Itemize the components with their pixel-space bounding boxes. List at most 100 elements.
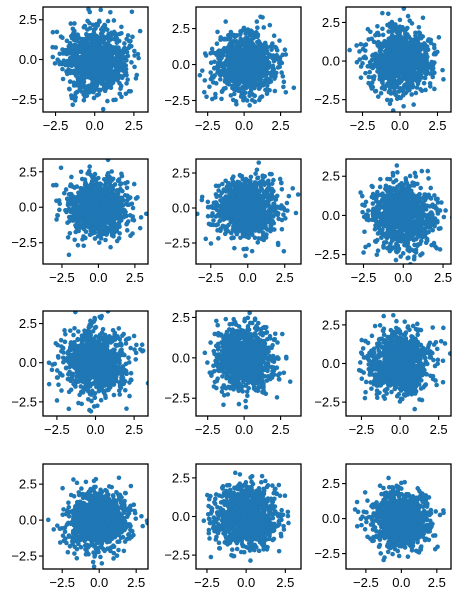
scatter-point: [92, 236, 98, 241]
scatter-point: [130, 217, 135, 223]
scatter-point: [77, 41, 83, 46]
scatter-point: [269, 171, 274, 177]
scatter-point: [65, 235, 71, 240]
y-tick-label: 2.5: [19, 164, 37, 179]
scatter-point: [252, 93, 257, 98]
scatter-point: [68, 209, 74, 215]
y-tick-label: −2.5: [11, 92, 37, 107]
x-tick-label: 2.5: [272, 118, 290, 133]
scatter-point: [69, 46, 74, 52]
scatter-point: [379, 70, 385, 76]
scatter-point: [366, 37, 372, 42]
axes-frame: [42, 158, 149, 265]
scatter-point: [85, 200, 91, 205]
y-tick-label: 0.0: [172, 57, 190, 72]
scatter-point: [246, 52, 251, 58]
subplot-r2-c1: −2.5 0.0 2.5−2.50.02.5: [11, 158, 149, 285]
scatter-point: [414, 85, 420, 90]
scatter-point: [370, 53, 375, 58]
scatter-point: [248, 174, 254, 180]
x-tick-label: 2.5: [126, 270, 144, 285]
scatter-point: [224, 188, 230, 194]
scatter-point: [112, 70, 117, 75]
scatter-point: [415, 38, 421, 44]
scatter-point: [91, 95, 97, 101]
scatter-point: [105, 18, 111, 24]
scatter-point: [395, 73, 401, 79]
scatter-point: [90, 78, 96, 84]
scatter-point: [109, 169, 114, 174]
scatter-point: [111, 217, 117, 223]
scatter-point: [231, 235, 236, 241]
scatter-point: [68, 182, 74, 187]
scatter-point: [408, 36, 413, 42]
subplot-r2-c2: −2.5 0.0 2.5−2.50.02.5: [164, 158, 302, 285]
subplot-r1-c1: −2.5 0.0 2.5−2.50.02.5: [11, 6, 149, 133]
scatter-point: [118, 181, 124, 186]
y-tick-label: 0.0: [19, 52, 37, 67]
scatter-point: [74, 52, 80, 58]
scatter-point: [388, 97, 394, 103]
scatter-point: [115, 178, 121, 184]
x-tick-label: −2.5: [195, 118, 221, 133]
scatter-point: [227, 37, 232, 42]
scatter-point: [230, 97, 236, 103]
scatter-point: [66, 214, 72, 220]
scatter-point: [279, 226, 285, 232]
scatter-point: [405, 13, 411, 19]
scatter-point: [233, 205, 238, 210]
scatter-point: [74, 38, 80, 44]
scatter-point: [252, 235, 258, 241]
scatter-point: [266, 198, 271, 204]
scatter-point: [265, 192, 271, 198]
scatter-point: [375, 30, 381, 36]
scatter-point: [196, 211, 200, 217]
scatter-point: [378, 48, 383, 53]
scatter-point: [119, 198, 125, 204]
scatter-point: [390, 108, 396, 112]
scatter-point: [386, 76, 392, 82]
scatter-point: [74, 184, 80, 189]
scatter-point: [84, 187, 90, 192]
scatter-point: [436, 35, 442, 40]
scatter-point: [275, 242, 281, 248]
scatter-point: [124, 228, 130, 233]
scatter-point: [400, 86, 406, 91]
scatter-point: [284, 200, 290, 206]
scatter-point: [95, 60, 100, 66]
scatter-point: [105, 159, 111, 163]
scatter-point: [365, 26, 371, 32]
scatter-point: [441, 77, 446, 82]
scatter-point: [78, 89, 84, 94]
scatter-point: [50, 44, 55, 50]
scatter-point: [86, 224, 92, 230]
scatter-point: [128, 88, 134, 94]
scatter-point: [120, 188, 125, 194]
scatter-point: [228, 29, 234, 35]
scatter-point: [60, 66, 65, 72]
scatter-point: [415, 81, 421, 86]
scatter-point: [249, 97, 255, 103]
scatter-point: [264, 58, 269, 63]
scatter-point: [50, 54, 56, 60]
scatter-point: [249, 74, 255, 80]
scatter-point: [250, 30, 255, 35]
scatter-point: [281, 84, 286, 90]
scatter-point: [430, 66, 436, 71]
scatter-point: [114, 201, 120, 206]
scatter-point: [84, 93, 90, 99]
scatter-point: [79, 176, 85, 182]
scatter-point: [242, 180, 247, 186]
scatter-point: [293, 210, 299, 216]
scatter-point: [277, 38, 282, 43]
scatter-point: [68, 202, 73, 207]
scatter-point: [50, 29, 56, 35]
scatter-point: [124, 185, 130, 191]
scatter-point: [67, 230, 73, 236]
scatter-point: [398, 42, 404, 47]
scatter-point: [282, 207, 287, 213]
scatter-point: [96, 66, 102, 72]
scatter-point: [129, 60, 134, 65]
scatter-point: [362, 43, 367, 48]
scatter-point: [62, 61, 68, 67]
